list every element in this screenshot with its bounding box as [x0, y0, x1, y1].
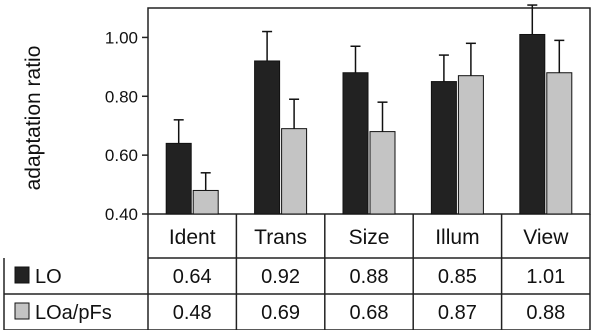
- y-axis-label: adaptation ratio: [22, 46, 45, 191]
- table-cell-value: 0.87: [438, 302, 477, 324]
- table-cell-value: 0.88: [350, 266, 389, 288]
- y-tick-label: 1.00: [105, 28, 138, 47]
- bar: [430, 81, 457, 215]
- legend-swatch: [14, 266, 30, 284]
- legend-swatch: [14, 302, 30, 320]
- table-cell-value: 0.68: [350, 302, 389, 324]
- chart-axes: 0.40 0.60 0.80 1.00: [105, 7, 591, 224]
- table-cell-value: 1.01: [526, 266, 565, 288]
- data-table: Ident Trans Size Illum View LO 0.64 0.92 0.88 0.8…: [3, 214, 591, 330]
- table-cell-value: 0.92: [261, 266, 300, 288]
- bar: [457, 75, 484, 215]
- legend-label: LO: [35, 266, 62, 288]
- table-cell-value: 0.88: [526, 302, 565, 324]
- category-label: Ident: [169, 226, 216, 249]
- y-tick-label: 0.60: [105, 146, 138, 165]
- plot-frame: [147, 7, 591, 215]
- bar: [165, 142, 192, 215]
- table-cell-value: 0.64: [173, 266, 212, 288]
- table-cell-value: 0.69: [261, 302, 300, 324]
- bar: [192, 189, 219, 215]
- category-label: View: [523, 226, 569, 249]
- bar: [254, 60, 281, 215]
- category-label: Size: [349, 226, 390, 249]
- bar: [281, 128, 308, 215]
- bar: [342, 72, 369, 215]
- category-label: Trans: [254, 226, 307, 249]
- chart-bars: [165, 4, 573, 215]
- y-tick-label: 0.40: [105, 205, 138, 224]
- bar: [369, 131, 396, 215]
- bar: [519, 33, 546, 215]
- table-cell-value: 0.85: [438, 266, 477, 288]
- bar: [546, 72, 573, 215]
- category-label: Illum: [435, 226, 479, 249]
- y-tick-label: 0.80: [105, 87, 138, 106]
- table-cell-value: 0.48: [173, 302, 212, 324]
- legend-label: LOa/pFs: [35, 302, 112, 324]
